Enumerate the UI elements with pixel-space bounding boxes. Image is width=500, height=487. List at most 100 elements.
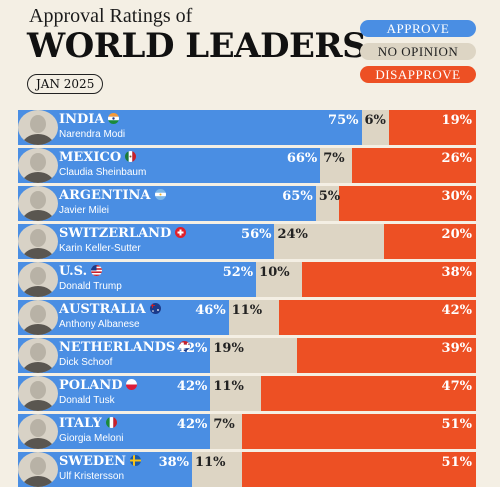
country-label: MEXICO — [59, 150, 137, 165]
bar-no-opinion — [256, 262, 302, 297]
value-disapprove: 51% — [441, 417, 472, 432]
chart-row: SWITZERLAND Karin Keller-Sutter 56% 24% 20% — [18, 224, 476, 259]
chart-row: SWEDEN Ulf Kristersson 38% 11% 51% — [18, 452, 476, 487]
bar-disapprove — [301, 262, 476, 297]
bar-approve — [18, 148, 321, 183]
country-label: SWITZERLAND — [59, 226, 187, 241]
country-name: SWEDEN — [59, 454, 126, 469]
bar-approve — [18, 110, 362, 145]
value-approve: 46% — [195, 303, 226, 318]
country-label: POLAND — [59, 378, 138, 393]
country-name: ITALY — [59, 416, 102, 431]
italy-flag-icon — [105, 417, 117, 428]
bar-no-opinion — [320, 148, 353, 183]
legend-approve: APPROVE — [360, 20, 476, 37]
country-name: SWITZERLAND — [59, 226, 172, 241]
leader-avatar — [18, 110, 58, 145]
country-name: U.S. — [59, 264, 88, 279]
leader-avatar — [18, 376, 58, 411]
sweden-flag-icon — [129, 455, 141, 466]
chart-title: WORLD LEADERS — [27, 26, 367, 66]
bar-no-opinion — [228, 300, 280, 335]
value-approve: 66% — [286, 151, 318, 166]
value-no-opinion: 11% — [195, 455, 226, 470]
legend: APPROVE NO OPINION DISAPPROVE — [360, 20, 476, 89]
argentina-flag-icon — [154, 189, 166, 200]
value-no-opinion: 19% — [213, 341, 244, 356]
country-label: ITALY — [59, 416, 117, 431]
mexico-flag-icon — [125, 151, 137, 162]
bar-no-opinion — [210, 414, 243, 449]
value-approve: 56% — [241, 227, 272, 242]
switzerland-flag-icon — [175, 227, 187, 238]
chart-row: NETHERLANDS Dick Schoof 42% 19% 39% — [18, 338, 476, 373]
leader-avatar — [18, 338, 58, 373]
value-approve: 38% — [158, 455, 190, 470]
value-no-opinion: 5% — [318, 189, 341, 204]
bar-no-opinion — [361, 110, 389, 145]
value-approve: 42% — [176, 417, 208, 432]
value-disapprove: 20% — [441, 227, 472, 242]
australia-flag-icon — [149, 303, 161, 314]
header: Approval Ratings of WORLD LEADERS JAN 20… — [0, 0, 500, 110]
bar-disapprove — [279, 300, 476, 335]
bar-disapprove — [384, 224, 476, 259]
country-label: INDIA — [59, 112, 120, 127]
leader-name: Narendra Modi — [59, 129, 126, 140]
value-approve: 42% — [176, 341, 208, 356]
value-approve: 42% — [176, 379, 208, 394]
value-disapprove: 47% — [441, 379, 472, 394]
chart-row: ARGENTINA Javier Milei 65% 5% 30% — [18, 186, 476, 221]
bar-approve — [18, 186, 316, 221]
india-flag-icon — [108, 113, 120, 124]
leader-name: Ulf Kristersson — [59, 471, 125, 482]
stacked-bar-chart: INDIA Narendra Modi 75% 6% 19% MEXICO Claudia … — [0, 110, 500, 487]
leader-name: Javier Milei — [59, 205, 110, 216]
country-label: U.S. — [59, 264, 103, 279]
value-no-opinion: 7% — [213, 417, 235, 432]
value-no-opinion: 11% — [231, 303, 263, 318]
bar-no-opinion — [192, 452, 243, 487]
country-name: AUSTRALIA — [59, 302, 146, 317]
country-name: POLAND — [59, 378, 123, 393]
leader-name: Giorgia Meloni — [59, 433, 124, 444]
country-name: ARGENTINA — [59, 188, 151, 203]
value-disapprove: 51% — [441, 455, 472, 470]
us-flag-icon — [91, 265, 103, 276]
bar-disapprove — [388, 110, 476, 145]
value-approve: 65% — [282, 189, 313, 204]
bar-no-opinion — [210, 338, 298, 373]
poland-flag-icon — [126, 379, 138, 390]
netherlands-flag-icon — [179, 341, 191, 352]
country-label: AUSTRALIA — [59, 302, 161, 317]
leader-avatar — [18, 186, 58, 221]
leader-avatar — [18, 224, 58, 259]
bar-disapprove — [297, 338, 476, 373]
value-approve: 75% — [328, 113, 359, 128]
country-label: SWEDEN — [59, 454, 141, 469]
legend-disapprove: DISAPPROVE — [360, 66, 476, 83]
date-badge: JAN 2025 — [27, 74, 104, 94]
bar-no-opinion — [274, 224, 385, 259]
chart-row: MEXICO Claudia Sheinbaum 66% 7% 26% — [18, 148, 476, 183]
value-disapprove: 19% — [441, 113, 472, 128]
leader-avatar — [18, 414, 58, 449]
bar-disapprove — [352, 148, 476, 183]
bar-approve — [18, 224, 275, 259]
value-no-opinion: 7% — [323, 151, 345, 166]
leader-avatar — [18, 148, 58, 183]
country-name: MEXICO — [59, 150, 122, 165]
bar-disapprove — [242, 452, 476, 487]
chart-row: INDIA Narendra Modi 75% 6% 19% — [18, 110, 476, 145]
bar-no-opinion — [210, 376, 261, 411]
leader-name: Karin Keller-Sutter — [59, 243, 141, 254]
chart-row: ITALY Giorgia Meloni 42% 7% 51% — [18, 414, 476, 449]
value-disapprove: 26% — [441, 151, 472, 166]
legend-no-opinion: NO OPINION — [360, 43, 476, 60]
chart-row: AUSTRALIA Anthony Albanese 46% 11% 42% — [18, 300, 476, 335]
country-name: INDIA — [59, 112, 105, 127]
bar-disapprove — [242, 414, 476, 449]
leader-avatar — [18, 262, 58, 297]
chart-subtitle: Approval Ratings of — [29, 5, 193, 27]
value-no-opinion: 24% — [277, 227, 308, 242]
